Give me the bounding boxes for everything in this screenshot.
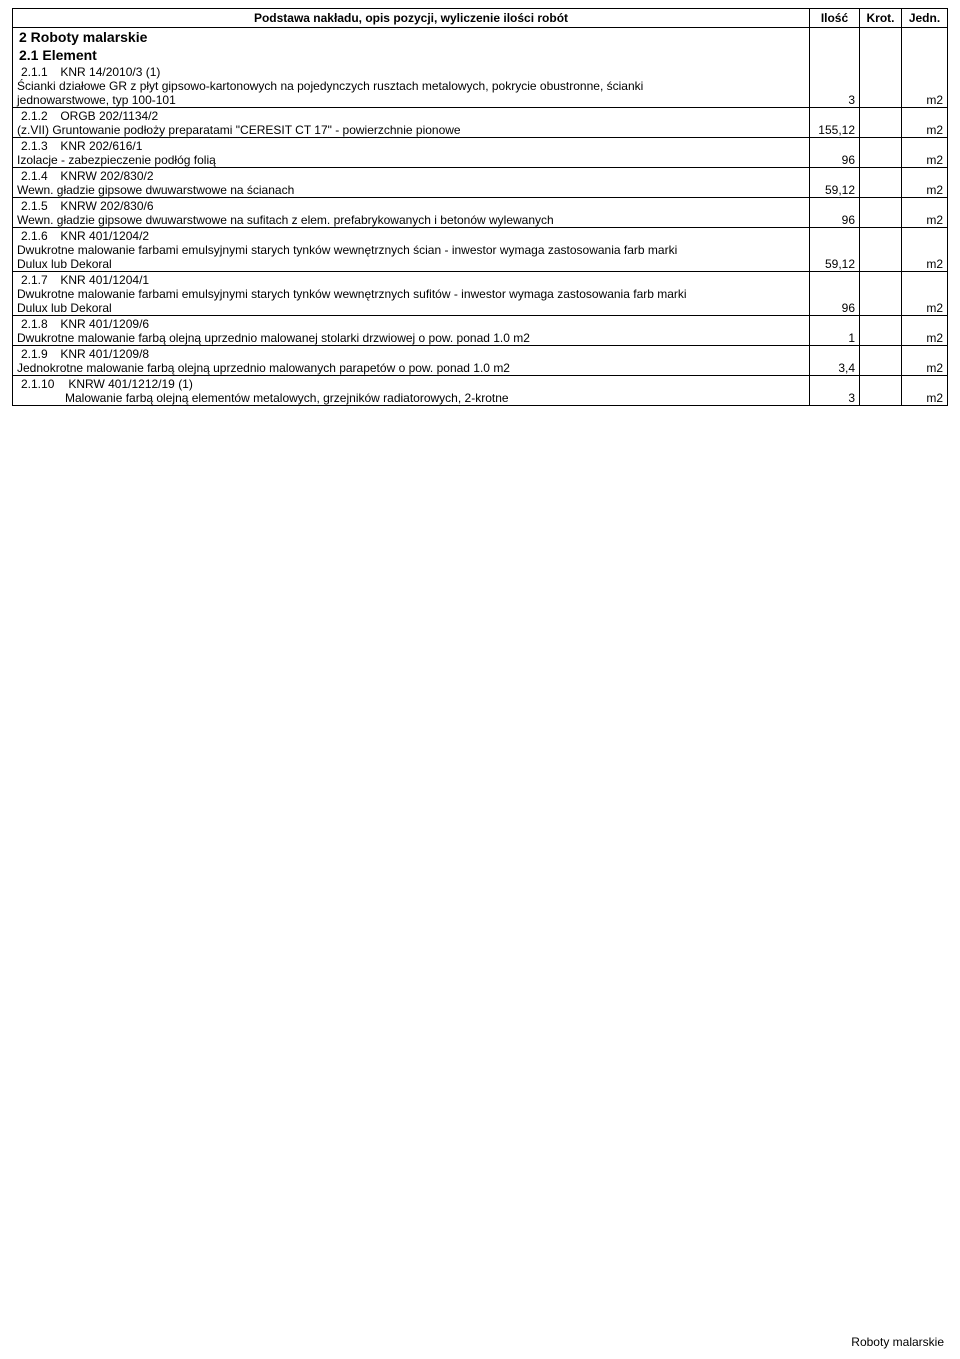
row-jedn: m2 bbox=[902, 331, 948, 346]
table-row: 2.1.7 KNR 401/1204/1 bbox=[13, 272, 948, 288]
row-ilosc: 3,4 bbox=[810, 361, 860, 376]
row-ilosc: 59,12 bbox=[810, 257, 860, 272]
table-row: Dulux lub Dekoral 96 m2 bbox=[13, 301, 948, 316]
table-row: Dwukrotne malowanie farbami emulsyjnymi … bbox=[13, 243, 948, 257]
row-krot bbox=[860, 361, 902, 376]
row-krot bbox=[860, 123, 902, 138]
row-code: KNR 202/616/1 bbox=[60, 139, 142, 153]
row-jedn: m2 bbox=[902, 153, 948, 168]
row-code: ORGB 202/1134/2 bbox=[60, 109, 158, 123]
header-jedn: Jedn. bbox=[902, 9, 948, 28]
row-num: 2.1.8 bbox=[17, 317, 57, 331]
row-desc: Dwukrotne malowanie farbami emulsyjnymi … bbox=[13, 243, 810, 257]
table-row: 2.1.4 KNRW 202/830/2 bbox=[13, 168, 948, 184]
table-row: 2.1.6 KNR 401/1204/2 bbox=[13, 228, 948, 244]
row-jedn: m2 bbox=[902, 93, 948, 108]
row-desc: Ścianki działowe GR z płyt gipsowo-karto… bbox=[13, 79, 810, 93]
table-header-row: Podstawa nakładu, opis pozycji, wyliczen… bbox=[13, 9, 948, 28]
row-jedn: m2 bbox=[902, 301, 948, 316]
table-row: Malowanie farbą olejną elementów metalow… bbox=[13, 391, 948, 406]
table-row: 2.1.10 KNRW 401/1212/19 (1) bbox=[13, 376, 948, 392]
row-num: 2.1.2 bbox=[17, 109, 57, 123]
row-num: 2.1.7 bbox=[17, 273, 57, 287]
row-code: KNR 14/2010/3 (1) bbox=[60, 65, 160, 79]
row-krot bbox=[860, 331, 902, 346]
section-row: 2.1 Element bbox=[13, 46, 948, 64]
table-row: 2.1.9 KNR 401/1209/8 bbox=[13, 346, 948, 362]
table-row: Jednokrotne malowanie farbą olejną uprze… bbox=[13, 361, 948, 376]
header-desc: Podstawa nakładu, opis pozycji, wyliczen… bbox=[13, 9, 810, 28]
row-ilosc: 3 bbox=[810, 391, 860, 406]
row-desc: Dulux lub Dekoral bbox=[13, 257, 810, 272]
table-row: Wewn. gładzie gipsowe dwuwarstwowe na su… bbox=[13, 213, 948, 228]
row-krot bbox=[860, 391, 902, 406]
row-ilosc: 3 bbox=[810, 93, 860, 108]
row-num: 2.1.6 bbox=[17, 229, 57, 243]
row-code: KNR 401/1209/6 bbox=[60, 317, 149, 331]
table-row: 2.1.2 ORGB 202/1134/2 bbox=[13, 108, 948, 124]
page-footer: Roboty malarskie bbox=[851, 1335, 944, 1349]
table-row: (z.VII) Gruntowanie podłoży preparatami … bbox=[13, 123, 948, 138]
row-code: KNRW 202/830/2 bbox=[60, 169, 153, 183]
row-krot bbox=[860, 213, 902, 228]
table-row: 2.1.1 KNR 14/2010/3 (1) bbox=[13, 64, 948, 79]
row-krot bbox=[860, 183, 902, 198]
table-row: Izolacje - zabezpieczenie podłóg folią 9… bbox=[13, 153, 948, 168]
header-ilosc: Ilość bbox=[810, 9, 860, 28]
table-row: Wewn. gładzie gipsowe dwuwarstwowe na śc… bbox=[13, 183, 948, 198]
table-row: 2.1.3 KNR 202/616/1 bbox=[13, 138, 948, 154]
row-desc: jednowarstwowe, typ 100-101 bbox=[13, 93, 810, 108]
row-ilosc: 96 bbox=[810, 213, 860, 228]
row-desc: Dwukrotne malowanie farbami emulsyjnymi … bbox=[13, 287, 810, 301]
row-num: 2.1.9 bbox=[17, 347, 57, 361]
row-desc: Jednokrotne malowanie farbą olejną uprze… bbox=[13, 361, 810, 376]
row-code: KNR 401/1209/8 bbox=[60, 347, 149, 361]
section-title-2: 2 Roboty malarskie bbox=[13, 28, 810, 47]
row-ilosc: 96 bbox=[810, 153, 860, 168]
table-row: 2.1.5 KNRW 202/830/6 bbox=[13, 198, 948, 214]
row-num: 2.1.5 bbox=[17, 199, 57, 213]
row-code: KNRW 202/830/6 bbox=[60, 199, 153, 213]
row-ilosc: 1 bbox=[810, 331, 860, 346]
row-desc: Dulux lub Dekoral bbox=[13, 301, 810, 316]
section-title-21: 2.1 Element bbox=[13, 46, 810, 64]
row-code: KNR 401/1204/2 bbox=[60, 229, 149, 243]
row-jedn: m2 bbox=[902, 257, 948, 272]
row-krot bbox=[860, 301, 902, 316]
row-num: 2.1.4 bbox=[17, 169, 57, 183]
row-desc: Izolacje - zabezpieczenie podłóg folią bbox=[13, 153, 810, 168]
row-desc: Wewn. gładzie gipsowe dwuwarstwowe na śc… bbox=[13, 183, 810, 198]
row-code: KNR 401/1204/1 bbox=[60, 273, 149, 287]
row-num: 2.1.1 bbox=[17, 65, 57, 79]
table-row: Dulux lub Dekoral 59,12 m2 bbox=[13, 257, 948, 272]
row-desc: (z.VII) Gruntowanie podłoży preparatami … bbox=[13, 123, 810, 138]
header-krot: Krot. bbox=[860, 9, 902, 28]
row-krot bbox=[860, 93, 902, 108]
row-krot bbox=[860, 257, 902, 272]
row-num: 2.1.3 bbox=[17, 139, 57, 153]
table-row: jednowarstwowe, typ 100-101 3 m2 bbox=[13, 93, 948, 108]
row-num: 2.1.10 bbox=[17, 377, 65, 391]
table-row: Dwukrotne malowanie farbami emulsyjnymi … bbox=[13, 287, 948, 301]
row-krot bbox=[860, 153, 902, 168]
row-desc: Malowanie farbą olejną elementów metalow… bbox=[13, 391, 810, 406]
row-jedn: m2 bbox=[902, 123, 948, 138]
main-table: Podstawa nakładu, opis pozycji, wyliczen… bbox=[12, 8, 948, 406]
row-ilosc: 59,12 bbox=[810, 183, 860, 198]
row-jedn: m2 bbox=[902, 183, 948, 198]
row-ilosc: 96 bbox=[810, 301, 860, 316]
row-jedn: m2 bbox=[902, 213, 948, 228]
row-desc: Wewn. gładzie gipsowe dwuwarstwowe na su… bbox=[13, 213, 810, 228]
row-desc: Dwukrotne malowanie farbą olejną uprzedn… bbox=[13, 331, 810, 346]
table-row: Ścianki działowe GR z płyt gipsowo-karto… bbox=[13, 79, 948, 93]
row-jedn: m2 bbox=[902, 391, 948, 406]
section-row: 2 Roboty malarskie bbox=[13, 28, 948, 47]
row-jedn: m2 bbox=[902, 361, 948, 376]
table-row: 2.1.8 KNR 401/1209/6 bbox=[13, 316, 948, 332]
row-code: KNRW 401/1212/19 (1) bbox=[68, 377, 193, 391]
row-ilosc: 155,12 bbox=[810, 123, 860, 138]
table-row: Dwukrotne malowanie farbą olejną uprzedn… bbox=[13, 331, 948, 346]
